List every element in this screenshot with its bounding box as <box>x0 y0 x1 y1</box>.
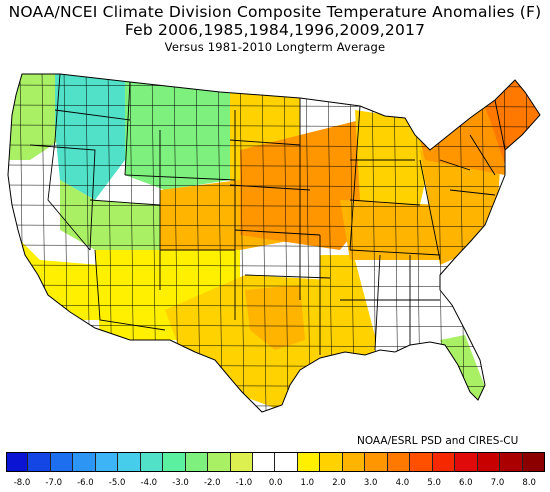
legend-swatch <box>185 452 209 472</box>
legend-tick-label: -1.0 <box>235 478 253 488</box>
legend-tick-label: -2.0 <box>203 478 221 488</box>
legend-tick-label: -5.0 <box>108 478 126 488</box>
legend-tick-label: 6.0 <box>459 478 473 488</box>
map-title: NOAA/NCEI Climate Division Composite Tem… <box>8 3 542 21</box>
legend-swatch <box>500 452 523 472</box>
legend-swatch <box>477 452 501 472</box>
legend-swatch <box>297 452 321 472</box>
legend-tick-label: 4.0 <box>395 478 410 488</box>
region-southeast-interior <box>355 255 445 355</box>
color-legend-bar <box>6 452 545 472</box>
legend-swatch <box>410 452 433 472</box>
legend-swatch <box>365 452 388 472</box>
data-credit: NOAA/ESRL PSD and CIRES-CU <box>357 435 519 447</box>
legend-swatch <box>118 452 141 472</box>
legend-tick-label: -3.0 <box>172 478 189 488</box>
legend-tick-label: 1.0 <box>300 478 315 488</box>
legend-tick-label: 3.0 <box>363 478 378 488</box>
legend-swatch <box>28 452 51 472</box>
legend-tick-label: -7.0 <box>45 478 62 488</box>
legend-tick-label: 8.0 <box>522 478 536 488</box>
legend-tick-label: 0.0 <box>268 478 283 488</box>
region-northern-rockies <box>125 80 230 190</box>
legend-swatch <box>455 452 478 472</box>
legend-swatch <box>275 452 298 472</box>
map-regions <box>8 74 540 410</box>
region-florida-peninsula <box>440 335 490 400</box>
legend-swatch <box>320 452 343 472</box>
legend-swatch <box>50 452 74 472</box>
legend-swatch <box>73 452 96 472</box>
legend-swatch <box>208 452 231 472</box>
legend-swatch <box>140 452 164 472</box>
region-idaho-montana-west <box>55 74 130 200</box>
region-great-lakes <box>355 110 430 205</box>
legend-tick-label: -4.0 <box>140 478 158 488</box>
national-border <box>7 73 541 413</box>
legend-tick-label: 5.0 <box>427 478 441 488</box>
legend-tick-label: 2.0 <box>332 478 346 488</box>
legend-swatch <box>230 452 254 472</box>
legend-swatch <box>6 452 29 472</box>
legend-tick-label: -8.0 <box>13 478 31 488</box>
region-ohio-valley <box>340 200 440 260</box>
legend-swatch <box>432 452 456 472</box>
legend-swatch <box>387 452 411 472</box>
legend-swatch <box>342 452 366 472</box>
region-california-interior <box>8 160 100 265</box>
map-subtitle-years: Feb 2006,1985,1984,1996,2009,2017 <box>124 21 426 39</box>
legend-tick-label: 7.0 <box>490 478 505 488</box>
legend-swatch <box>253 452 276 472</box>
legend-swatch <box>95 452 119 472</box>
map-subtitle-baseline: Versus 1981-2010 Longterm Average <box>164 40 386 54</box>
legend-tick-label: -6.0 <box>77 478 94 488</box>
region-texas-central <box>245 285 305 350</box>
state-boundaries <box>29 74 506 355</box>
legend-swatch <box>163 452 186 472</box>
region-nevada-utah <box>60 180 160 250</box>
